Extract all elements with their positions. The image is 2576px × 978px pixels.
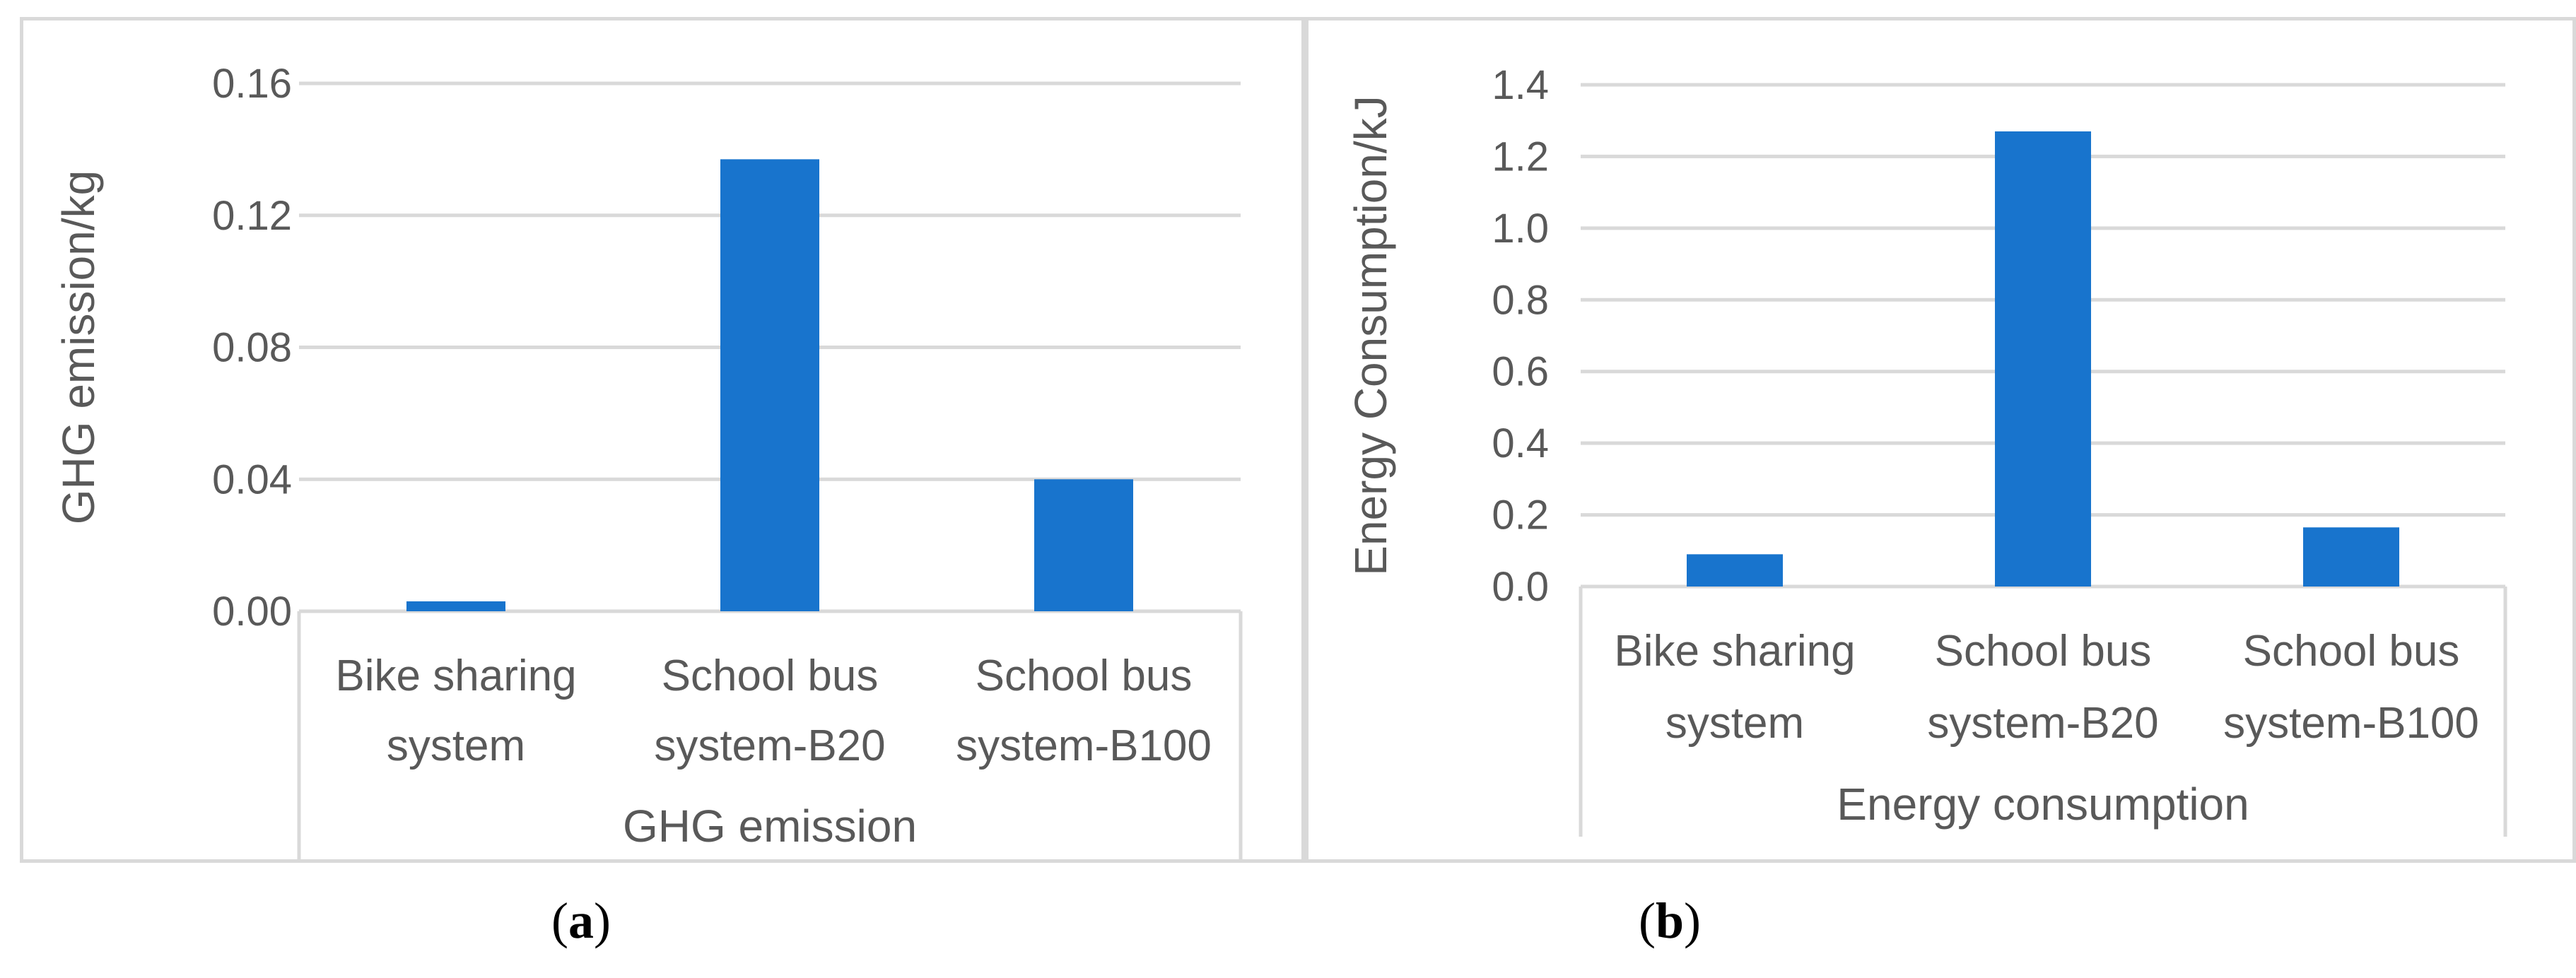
y-tick-label: 0.8 [1492, 277, 1549, 323]
x-category-label: system [387, 721, 525, 770]
y-tick-label: 0.12 [212, 193, 292, 239]
x-category-label: School bus [1935, 627, 2152, 676]
x-category-label: system-B20 [654, 721, 885, 770]
bar [406, 601, 505, 611]
bar [1034, 479, 1133, 611]
y-tick-label: 0.4 [1492, 420, 1549, 466]
bar [1995, 131, 2091, 587]
x-category-label: system-B20 [1927, 699, 2158, 748]
y-tick-label: 1.2 [1492, 134, 1549, 179]
bar [2303, 527, 2399, 587]
x-category-label: system [1665, 699, 1804, 748]
y-tick-label: 1.4 [1492, 62, 1549, 108]
x-category-label: Bike sharing [335, 652, 576, 700]
y-tick-label: 0.04 [212, 456, 292, 502]
x-category-label: system-B100 [956, 721, 1212, 770]
y-tick-label: 0.16 [212, 61, 292, 107]
caption-a: (a) [551, 892, 611, 949]
x-axis-title: Energy consumption [1837, 779, 2249, 830]
bar [1687, 554, 1783, 587]
y-axis-title: Energy Consumption/kJ [1345, 95, 1396, 575]
ghg-emission-chart: 0.00 0.04 0.08 0.12 0.16 Bike sharing system Sc… [53, 61, 1243, 859]
x-category-label: Bike sharing [1614, 627, 1855, 676]
bar [720, 159, 819, 612]
x-category-label: system-B100 [2223, 699, 2479, 748]
x-category-label: School bus [2243, 627, 2460, 676]
caption-b: (b) [1639, 892, 1702, 949]
y-tick-label: 0.2 [1492, 493, 1549, 538]
y-tick-label: 0.00 [212, 589, 292, 635]
chart-panel-b: 0.0 0.2 0.4 0.6 0.8 1.0 1.2 1.4 Bike sharing syst… [1305, 17, 2576, 863]
y-tick-label: 1.0 [1492, 206, 1549, 252]
energy-consumption-chart: 0.0 0.2 0.4 0.6 0.8 1.0 1.2 1.4 Bike sharing syst… [1345, 62, 2507, 837]
y-tick-label: 0.08 [212, 325, 292, 371]
y-tick-label: 0.0 [1492, 564, 1549, 610]
x-axis-title: GHG emission [623, 801, 917, 852]
x-category-label: School bus [976, 652, 1193, 700]
y-tick-label: 0.6 [1492, 349, 1549, 395]
chart-panel-a: 0.00 0.04 0.08 0.12 0.16 Bike sharing system Sc… [20, 17, 1305, 863]
y-axis-title: GHG emission/kg [53, 170, 104, 524]
x-category-label: School bus [662, 652, 879, 700]
